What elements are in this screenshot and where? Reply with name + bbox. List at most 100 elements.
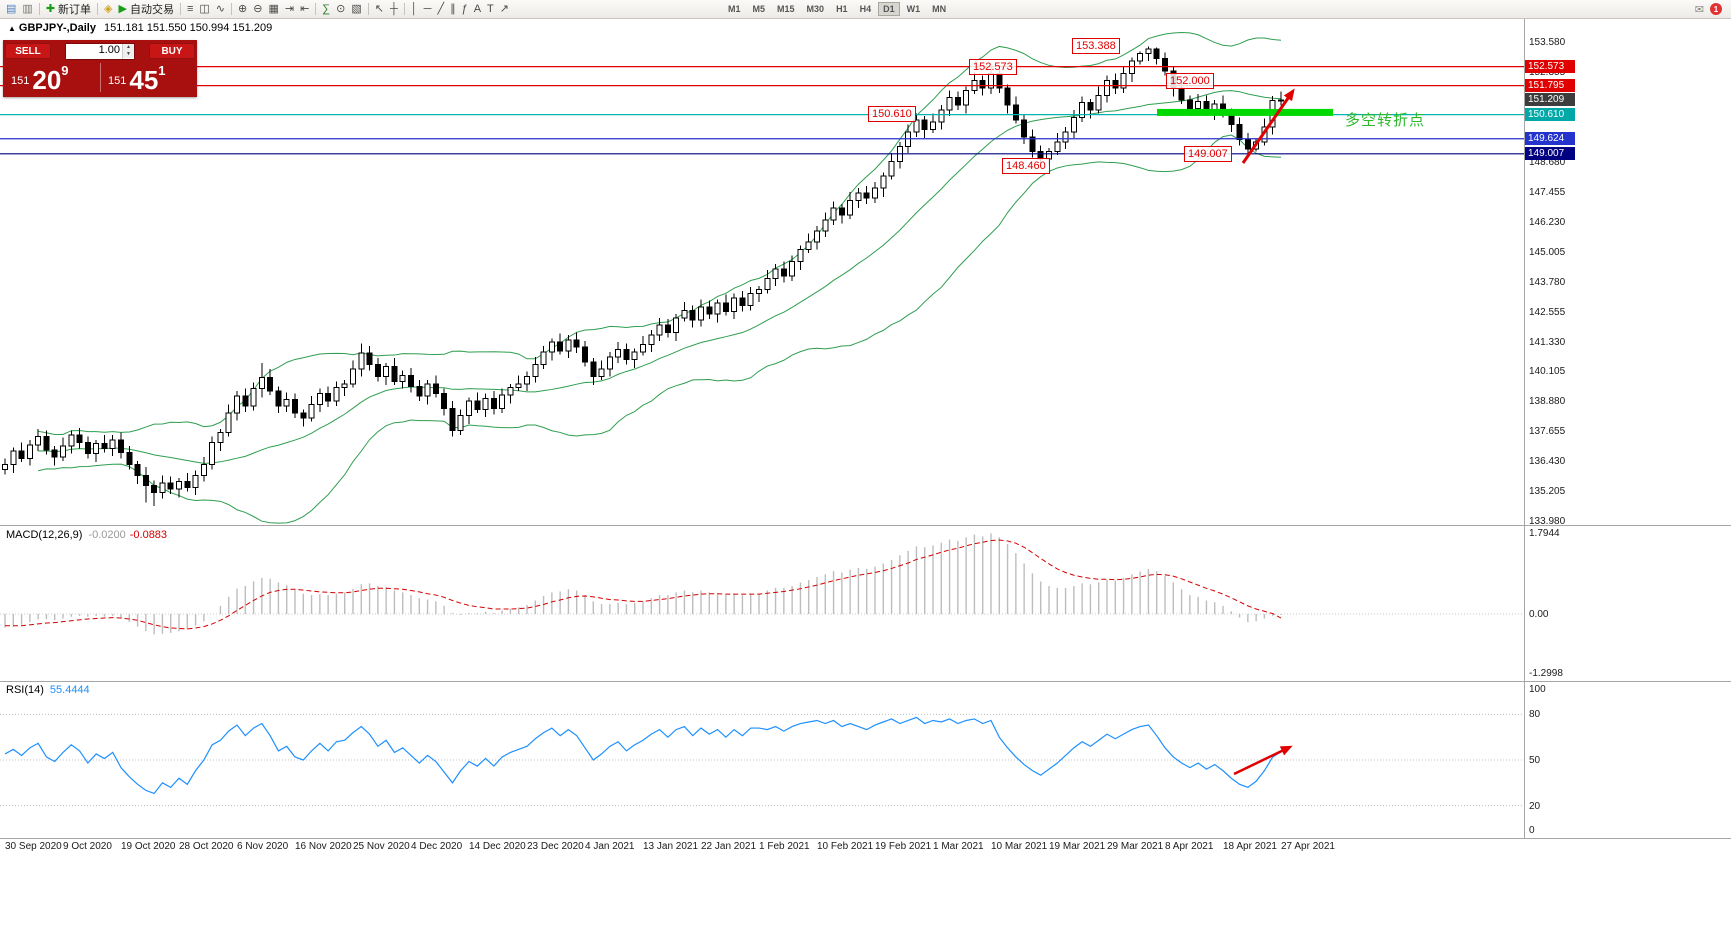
timeframe-m15[interactable]: M15 (772, 2, 800, 16)
text-icon[interactable]: A (471, 1, 484, 17)
price-annotation[interactable]: 152.000 (1166, 73, 1214, 89)
chart-shift-icon: ⇤ (300, 2, 310, 15)
line-chart-icon: ∿ (215, 2, 226, 15)
mql5-community-icon[interactable]: ◈ (101, 1, 115, 17)
price-annotation[interactable]: 149.007 (1184, 146, 1232, 162)
mql5-community-icon: ◈ (104, 2, 113, 15)
timeframe-h4[interactable]: H4 (855, 2, 877, 16)
volume-field-wrap: ▲▼ (53, 42, 147, 60)
bar-chart-icon[interactable]: ≡ (184, 1, 196, 17)
tile-windows-icon[interactable]: ▦ (265, 1, 281, 17)
price-annotation[interactable]: 150.610 (868, 106, 916, 122)
autotrading-button-label: 自动交易 (129, 4, 174, 16)
cursor-icon[interactable]: ↖ (372, 1, 387, 17)
panel-separator-macd[interactable] (0, 525, 1731, 526)
horizontal-line-icon: ─ (423, 2, 432, 15)
fibonacci-icon[interactable]: ƒ (459, 1, 471, 17)
zoom-out-icon: ⊖ (253, 2, 263, 15)
trendline-icon: ╱ (437, 2, 445, 15)
macd-histogram (4, 533, 1282, 635)
timeframe-d1[interactable]: D1 (878, 2, 900, 16)
timeframe-m30[interactable]: M30 (802, 2, 830, 16)
line-chart-icon[interactable]: ∿ (213, 1, 228, 17)
inbox-icon[interactable]: ✉ (1694, 3, 1704, 16)
timeframe-h1[interactable]: H1 (831, 2, 853, 16)
crosshair-icon[interactable]: ┼ (387, 1, 401, 17)
rsi-name: RSI(14) (6, 684, 44, 696)
arrows-tool-icon: ↗ (499, 2, 509, 15)
arrows-tool-icon[interactable]: ↗ (497, 1, 512, 17)
equidistant-channel-icon[interactable]: ∥ (447, 1, 459, 17)
bollinger-bands (38, 31, 1282, 524)
timeframe-m1[interactable]: M1 (723, 2, 746, 16)
one-click-trading-panel: SELL ▲▼ BUY 151 20 9 151 45 1 (3, 40, 197, 97)
toolbar-right-group: ✉ 1 (1695, 3, 1728, 16)
candlestick-chart-icon: ◫ (199, 2, 210, 15)
volume-up-button[interactable]: ▲ (123, 43, 134, 51)
time-axis[interactable] (0, 839, 1524, 855)
autotrading-button: ▶ (118, 2, 127, 15)
templates-icon: ▧ (351, 2, 362, 15)
new-chart-icon[interactable]: ▤ (3, 1, 19, 17)
trend-arrow[interactable] (1233, 745, 1293, 776)
zoom-out-icon[interactable]: ⊖ (250, 1, 265, 17)
macd-signal-value: -0.0883 (129, 529, 168, 541)
templates-icon[interactable]: ▧ (348, 1, 364, 17)
trendline-icon[interactable]: ╱ (434, 1, 447, 17)
indicators-icon: ∑ (322, 2, 331, 15)
volume-input[interactable] (66, 43, 122, 57)
periods-icon[interactable]: ⊙ (333, 1, 348, 17)
candlestick-chart-icon[interactable]: ◫ (196, 1, 212, 17)
turning-point-zone[interactable] (1157, 108, 1333, 116)
sell-price[interactable]: 151 20 9 (11, 63, 69, 95)
panel-separator-rsi[interactable] (0, 681, 1731, 682)
price-annotation[interactable]: 153.388 (1072, 38, 1120, 54)
price-annotation[interactable]: 148.460 (1002, 158, 1050, 174)
text-icon: A (473, 2, 482, 15)
candlestick-series (2, 46, 1284, 507)
timeframe-m5[interactable]: M5 (748, 2, 771, 16)
auto-scroll-icon: ⇥ (284, 2, 295, 15)
tile-windows-icon: ▦ (268, 2, 279, 15)
toolbar-separator (231, 3, 233, 15)
indicators-icon[interactable]: ∑ (319, 1, 333, 17)
horizontal-line-icon[interactable]: ─ (421, 1, 435, 17)
chart-title: ▲ GBPJPY-,Daily 151.181 151.550 150.994 15… (8, 22, 272, 34)
price-divider (100, 63, 101, 92)
volume-down-button[interactable]: ▼ (123, 50, 134, 58)
symbol-period-label: GBPJPY-,Daily (18, 22, 96, 34)
buy-price[interactable]: 151 45 1 (108, 63, 166, 95)
new-order-button[interactable]: ✚ 新订单 (43, 1, 94, 17)
profiles-icon: ▥ (22, 2, 33, 15)
zoom-in-icon[interactable]: ⊕ (235, 1, 250, 17)
equidistant-channel-icon: ∥ (450, 2, 456, 15)
auto-scroll-icon[interactable]: ⇥ (282, 1, 297, 17)
trend-arrow[interactable] (1241, 88, 1295, 164)
toolbar-separator (403, 3, 405, 15)
sell-button[interactable]: SELL (5, 43, 51, 59)
notifications-badge[interactable]: 1 (1710, 3, 1722, 15)
timeframe-w1[interactable]: W1 (902, 2, 926, 16)
text-label-icon[interactable]: T (484, 1, 497, 17)
price-annotation[interactable]: 152.573 (969, 59, 1017, 75)
ohlc-values: 151.181 151.550 150.994 151.209 (103, 22, 273, 34)
periods-icon: ⊙ (336, 2, 346, 15)
chart-shift-icon[interactable]: ⇤ (297, 1, 312, 17)
macd-label: MACD(12,26,9) -0.0200 -0.0883 (6, 529, 167, 541)
trade-panel-prices: 151 20 9 151 45 1 (3, 60, 197, 95)
price-axis[interactable] (1525, 19, 1605, 838)
toolbar-separator (315, 3, 317, 15)
macd-main-value: -0.0200 (88, 529, 126, 541)
bar-chart-icon: ≡ (186, 2, 194, 15)
autotrading-button[interactable]: ▶ 自动交易 (116, 1, 177, 17)
vertical-line-icon: │ (410, 2, 418, 15)
buy-button[interactable]: BUY (149, 43, 195, 59)
macd-signal-line (5, 539, 1282, 630)
symbol-marker-icon: ▲ (8, 24, 16, 33)
vertical-line-icon[interactable]: │ (408, 1, 421, 17)
rsi-line (4, 716, 1282, 795)
horizontal-lines[interactable] (0, 66, 1524, 155)
profiles-icon[interactable]: ▥ (19, 1, 35, 17)
timeframe-mn[interactable]: MN (927, 2, 951, 16)
